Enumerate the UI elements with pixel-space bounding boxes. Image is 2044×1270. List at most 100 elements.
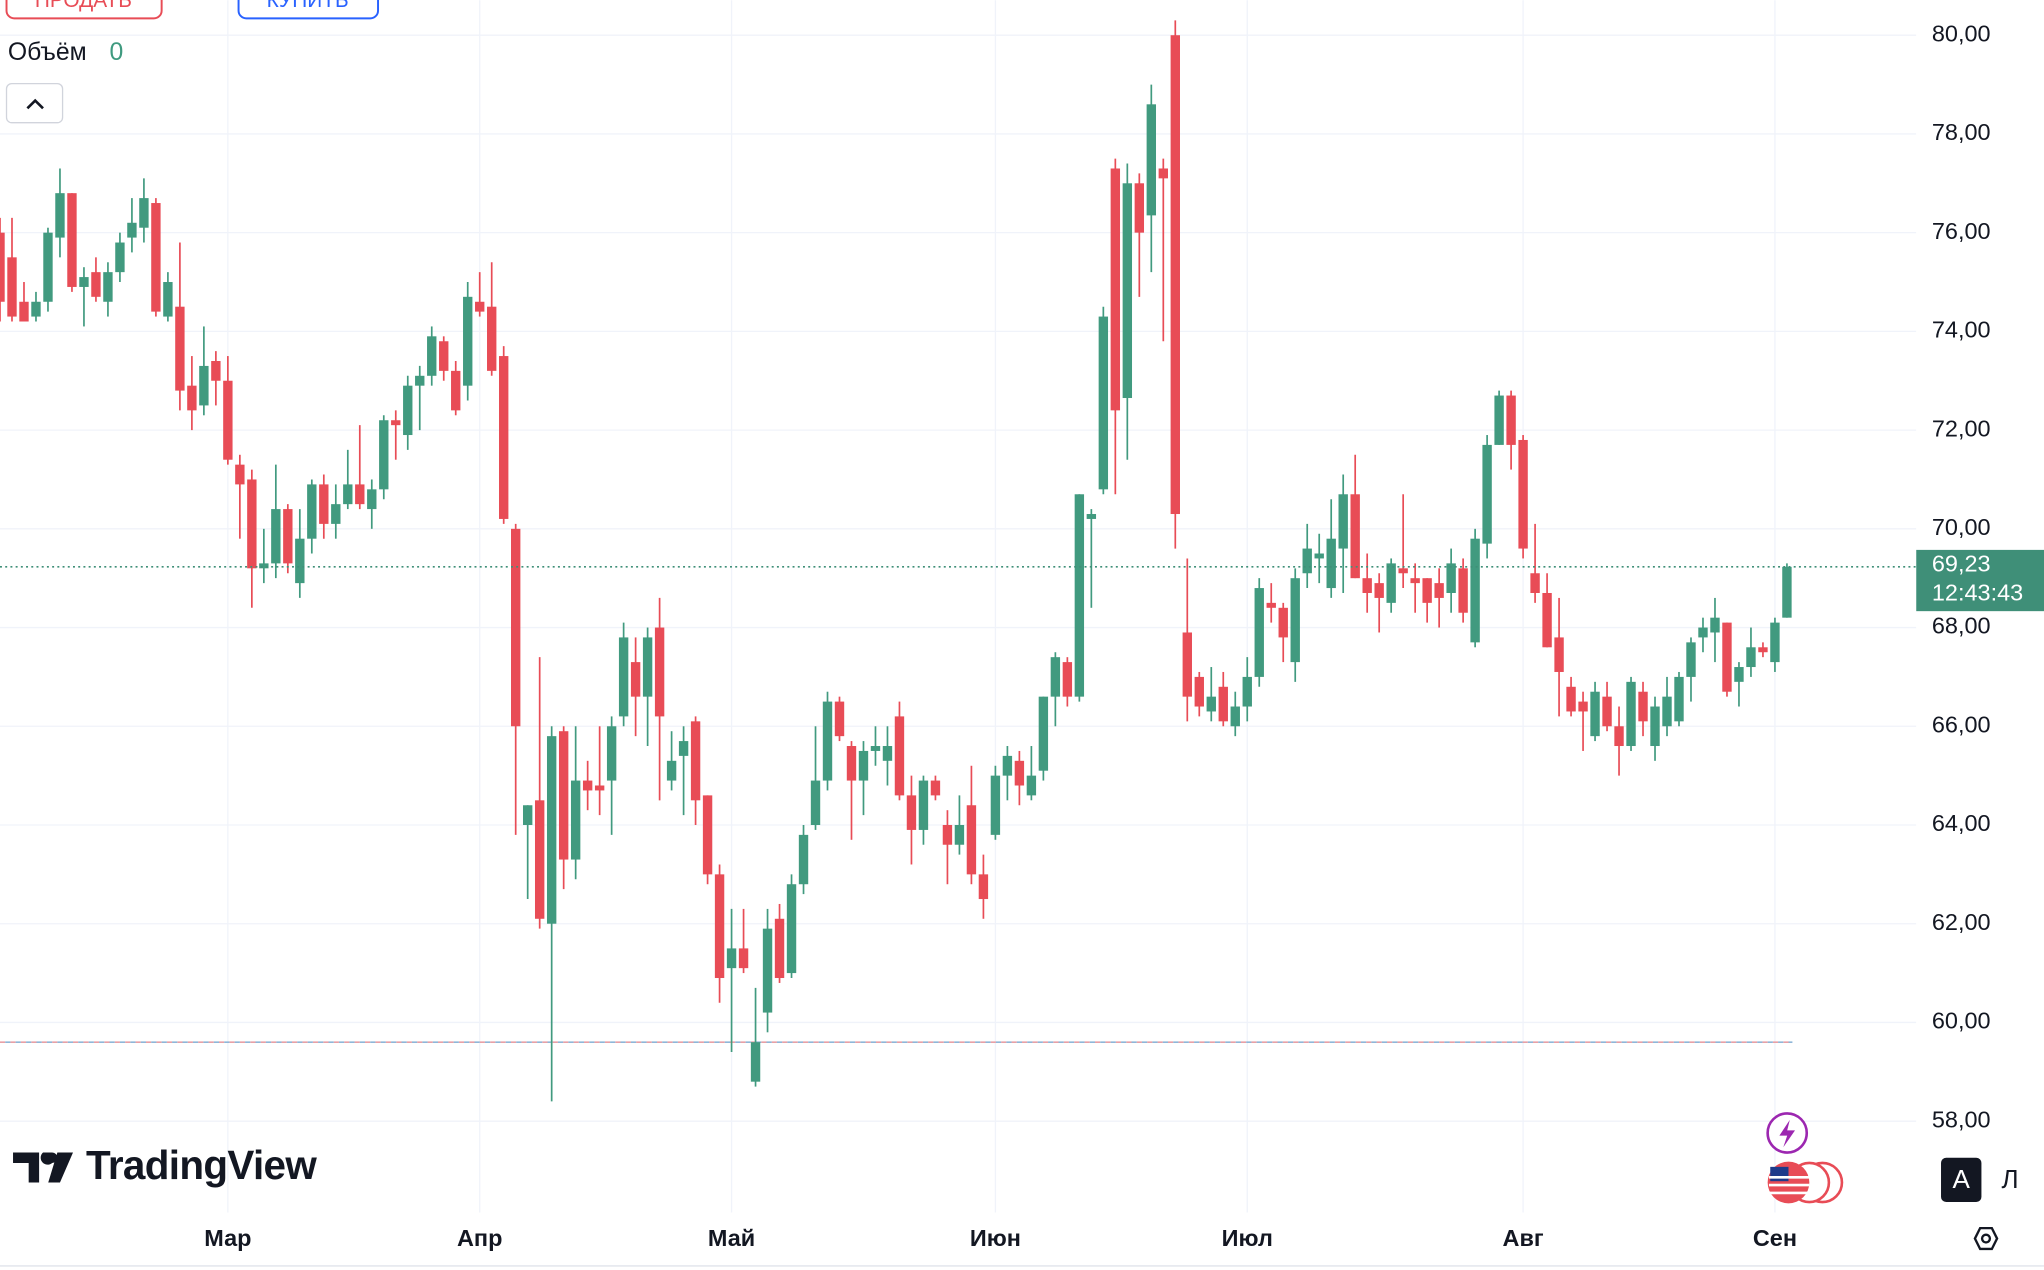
candle-body [630, 662, 641, 697]
candle-body [1314, 553, 1324, 559]
candle-body [522, 805, 533, 825]
candle-body [91, 272, 101, 297]
candle-body [1626, 681, 1636, 747]
candle-body [1194, 676, 1204, 707]
candle-body [582, 780, 593, 791]
candle-body [990, 775, 1001, 835]
lightning-icon[interactable] [1766, 1112, 1809, 1154]
candle-body [1614, 726, 1624, 747]
x-tick-label: Мар [204, 1225, 251, 1251]
candle-body [367, 489, 377, 510]
candle-body [1746, 647, 1756, 668]
candle-body [499, 356, 509, 519]
log-scale-button[interactable]: Л [2002, 1164, 2019, 1194]
candle-body [1302, 548, 1312, 574]
candle-body [415, 375, 425, 386]
candle-body [151, 203, 161, 312]
candle-body [702, 795, 713, 875]
candle-body [834, 701, 845, 737]
sell-button[interactable]: ПРОДАТЬ [5, 0, 163, 20]
candle-body [1350, 494, 1360, 579]
candle-body [798, 834, 809, 885]
axes: 58,00 60,00 62,00 64,00 66,00 68,00 70,00 72,00… [204, 20, 2044, 1251]
candle-body [1254, 588, 1264, 677]
candle-body [1182, 632, 1192, 697]
candle-body [1050, 657, 1061, 697]
candle-body [1710, 617, 1720, 633]
candle-body [1782, 566, 1792, 618]
candle-body [451, 370, 461, 411]
sell-label: ПРОДАТЬ [35, 0, 132, 12]
candle-body [31, 301, 41, 317]
candle-body [271, 509, 281, 564]
candle-body [1482, 444, 1492, 544]
flags-icon[interactable] [1767, 1161, 1844, 1204]
candle-body [355, 484, 365, 505]
candle-body [1470, 538, 1480, 643]
candle-body [331, 504, 341, 524]
candle-body [930, 780, 941, 796]
candle-body [726, 948, 737, 969]
candle-body [1062, 662, 1073, 697]
candle-body [1374, 583, 1384, 598]
candle-body [1386, 563, 1396, 603]
candle-body [1674, 676, 1684, 722]
candle-body [642, 637, 653, 697]
candle-body [1170, 35, 1180, 515]
candle-body [690, 721, 701, 801]
candle-body [127, 222, 137, 238]
candle-body [1770, 622, 1780, 663]
y-tick-label: 64,00 [1932, 810, 1991, 836]
candle-body [1122, 183, 1133, 399]
candle-body [1446, 563, 1456, 593]
candle-body [0, 232, 5, 302]
auto-scale-button[interactable]: A [1941, 1157, 1982, 1203]
candle-body [1278, 607, 1288, 638]
candle-body [1338, 494, 1348, 549]
candle-body [1074, 494, 1085, 697]
candle-body [1230, 706, 1240, 727]
candle-body [7, 257, 17, 317]
candle-body [786, 884, 797, 974]
candle-body [570, 780, 581, 860]
candle-body [283, 509, 293, 564]
plot-area [0, 0, 1917, 1213]
candle-body [1002, 755, 1013, 776]
candle-body [1014, 760, 1025, 786]
candle-body [307, 484, 317, 539]
candle-body [391, 420, 401, 426]
candle-body [1458, 568, 1468, 613]
candle-body [894, 716, 905, 796]
candle-body [1758, 647, 1768, 653]
candle-body [1698, 627, 1708, 638]
settings-icon[interactable] [1973, 1226, 1999, 1251]
candle-body [1518, 439, 1528, 549]
candle-body [942, 824, 953, 845]
candle-body [558, 731, 569, 860]
x-tick-label: Авг [1503, 1225, 1544, 1251]
candle-body [1410, 578, 1420, 584]
y-tick-label: 70,00 [1932, 514, 1991, 540]
candle-body [1134, 183, 1145, 233]
candle-body [1266, 602, 1276, 608]
candle-body [211, 360, 221, 381]
volume-label: Объём [8, 39, 87, 66]
candle-body [1602, 696, 1612, 727]
candle-body [1686, 642, 1696, 677]
candle-body [882, 746, 893, 761]
candle-body [1110, 168, 1121, 411]
candle-body [1506, 395, 1516, 445]
collapse-button[interactable] [5, 82, 64, 124]
candle-body [19, 301, 29, 322]
candle-body [1422, 578, 1432, 603]
candle-body [606, 726, 617, 781]
candle-body [1578, 701, 1588, 712]
candle-body [966, 805, 977, 875]
candle-body [1734, 667, 1744, 682]
buy-button[interactable]: КУПИТЬ [237, 0, 380, 20]
y-tick-label: 66,00 [1932, 711, 1991, 737]
candle-body [247, 479, 257, 569]
last-price-label: 69,23 [1932, 551, 1991, 577]
buy-label: КУПИТЬ [267, 0, 349, 12]
candle-body [139, 198, 149, 228]
